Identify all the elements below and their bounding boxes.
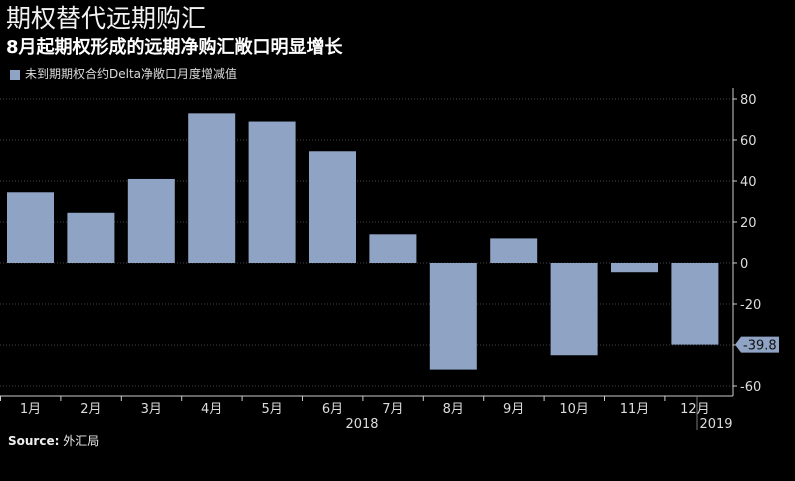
- bar-5: [248, 121, 296, 263]
- source-value: 外汇局: [63, 434, 100, 448]
- bar-6: [309, 151, 356, 263]
- bar-1: [7, 192, 54, 263]
- x-tick-label: 1月: [20, 402, 41, 417]
- y-tick-label: -20: [740, 298, 761, 313]
- y-tick-label: -60: [740, 380, 761, 395]
- y-tick-label: 20: [740, 216, 757, 231]
- x-tick-label: 12月: [680, 402, 710, 417]
- chart-subtitle: 8月起期权形成的远期净购汇敞口明显增长: [6, 37, 343, 58]
- source-note: Source: 外汇局: [8, 434, 99, 449]
- bar-3: [127, 178, 175, 263]
- last-value-badge: [735, 336, 779, 353]
- last-value-label: -39.8: [743, 339, 777, 354]
- source-label: Source:: [8, 434, 60, 448]
- bar-8: [429, 263, 477, 370]
- year-label-2019: 2019: [699, 417, 732, 432]
- bar-4: [188, 113, 236, 263]
- bar-2: [67, 212, 115, 263]
- y-tick-label: 60: [740, 134, 757, 149]
- x-tick-label: 4月: [201, 402, 222, 417]
- x-tick-label: 11月: [620, 402, 650, 417]
- y-tick-label: 80: [740, 93, 757, 108]
- legend: 未到期期权合约Delta净敞口月度增减值: [10, 67, 237, 82]
- legend-label: 未到期期权合约Delta净敞口月度增减值: [25, 67, 238, 81]
- x-tick-label: 2月: [80, 402, 101, 417]
- x-tick-label: 5月: [261, 402, 282, 417]
- bar-12: [671, 263, 719, 345]
- chart-title: 期权替代远期购汇: [6, 4, 207, 33]
- x-tick-label: 8月: [443, 402, 464, 417]
- x-tick-label: 3月: [141, 402, 162, 417]
- bar-7: [369, 234, 417, 263]
- bar-11: [611, 263, 658, 273]
- x-tick-label: 7月: [382, 402, 403, 417]
- bar-9: [490, 238, 538, 263]
- x-tick-label: 9月: [503, 402, 524, 417]
- legend-swatch: [10, 69, 20, 80]
- year-label-2018: 2018: [345, 417, 378, 432]
- y-tick-label: 40: [740, 175, 757, 190]
- x-tick-label: 10月: [559, 402, 589, 417]
- bar-10: [550, 263, 598, 356]
- y-tick-label: 0: [740, 257, 748, 272]
- x-tick-label: 6月: [322, 402, 343, 417]
